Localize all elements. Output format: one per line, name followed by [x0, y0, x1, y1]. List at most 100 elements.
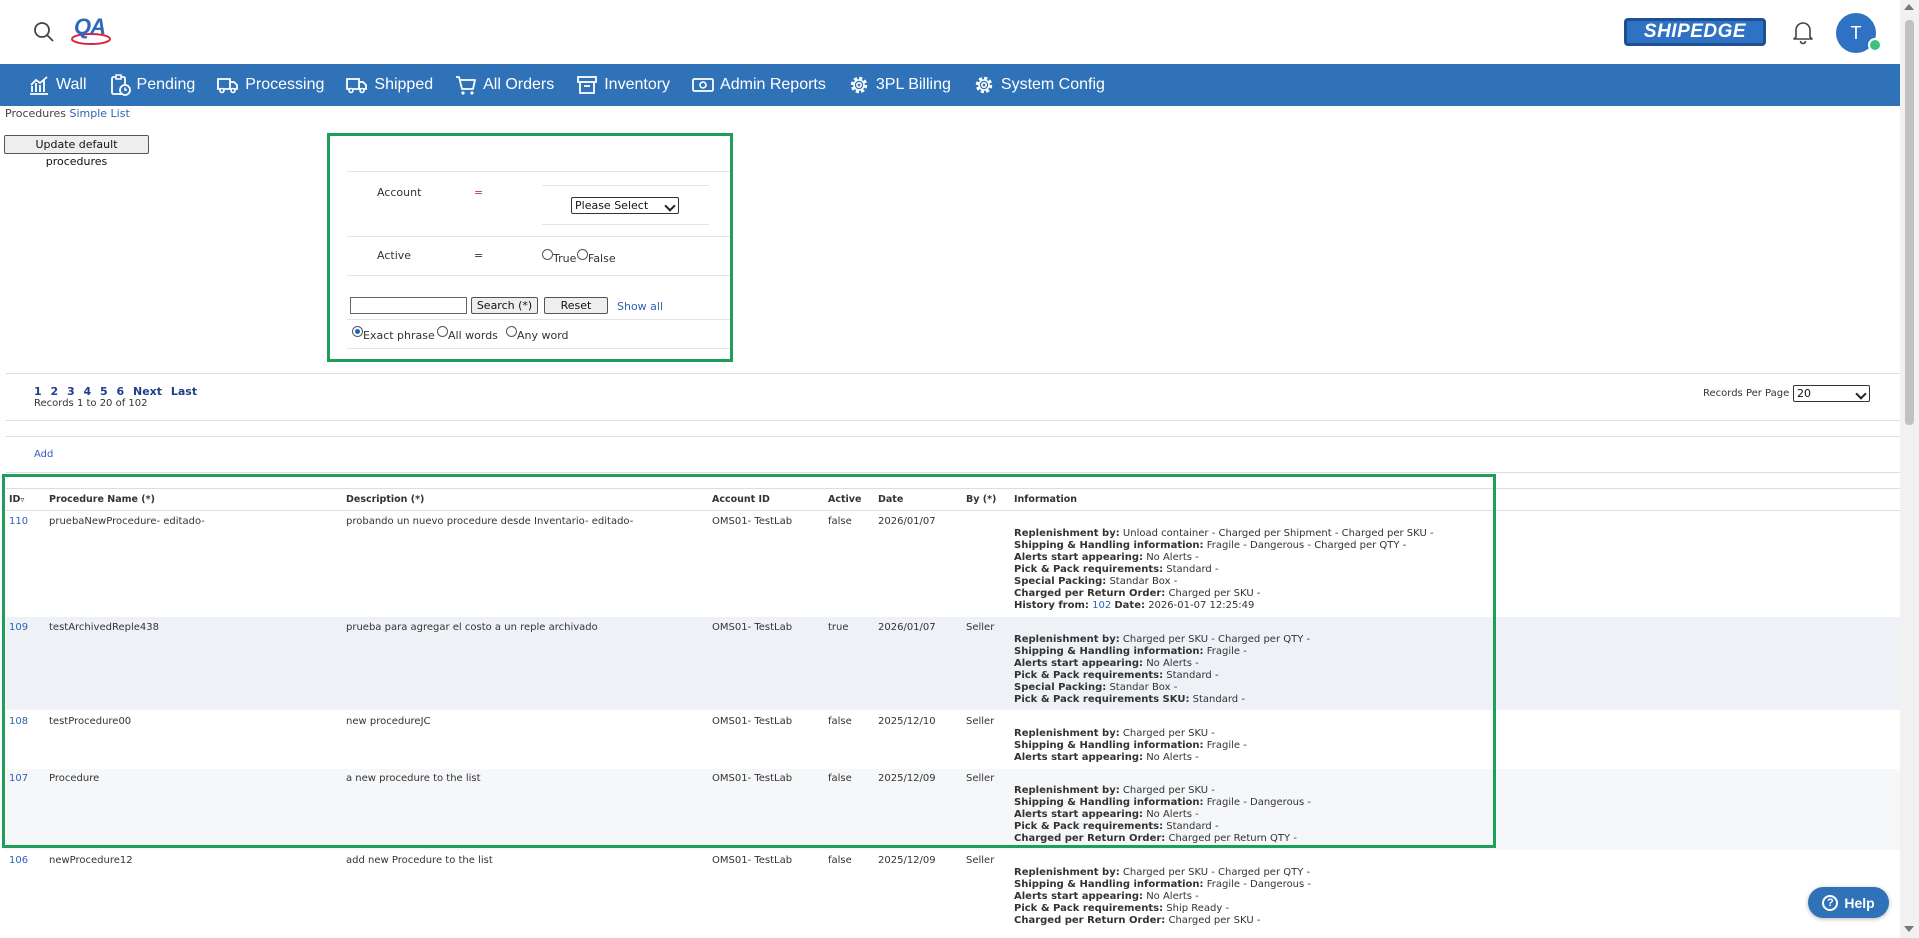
show-all-link[interactable]: Show all	[617, 300, 664, 313]
row-information: Replenishment by: Unload container - Cha…	[1014, 528, 1434, 612]
nav-item-wall[interactable]: Wall	[28, 74, 87, 96]
info-value: Charged per Return QTY -	[1168, 833, 1297, 844]
online-status-dot	[1868, 38, 1882, 52]
column-header-by[interactable]: By (*)	[966, 494, 997, 505]
divider	[6, 373, 1900, 374]
column-header-description[interactable]: Description (*)	[346, 494, 425, 505]
page-scrollbar[interactable]	[1900, 0, 1919, 938]
page-link-6[interactable]: 6	[116, 385, 125, 398]
add-procedure-link[interactable]: Add	[34, 449, 54, 460]
nav-item-all-orders[interactable]: All Orders	[455, 74, 554, 96]
page-link-4[interactable]: 4	[83, 385, 92, 398]
records-per-page-label: Records Per Page	[1703, 388, 1790, 399]
update-default-procedures-button[interactable]: Update default procedures	[4, 135, 149, 168]
nav-item-system-config[interactable]: System Config	[973, 74, 1105, 96]
nav-item-3pl-billing[interactable]: 3PL Billing	[848, 74, 951, 96]
exact-phrase-label: Exact phrase	[363, 329, 435, 342]
nav-item-admin-reports[interactable]: Admin Reports	[692, 74, 826, 96]
next-page-link[interactable]: Next	[133, 385, 163, 398]
scroll-up-arrow-icon[interactable]	[1904, 4, 1914, 10]
page-link-5[interactable]: 5	[100, 385, 108, 398]
pagination: 1 2 3 4 5 6 Next Last	[34, 385, 202, 398]
row-date: 2026/01/07	[878, 516, 936, 527]
row-id-link[interactable]: 110	[9, 516, 29, 527]
table-highlight-box	[2, 474, 1496, 848]
row-date: 2026/01/07	[878, 622, 936, 633]
reset-button[interactable]: Reset	[544, 297, 608, 314]
active-false-label: False	[588, 252, 616, 265]
active-true-radio[interactable]	[542, 249, 553, 260]
breadcrumb: Procedures Simple List	[5, 107, 130, 120]
row-by: Seller	[966, 716, 995, 727]
row-account-id: OMS01- TestLab	[712, 622, 793, 633]
active-false-radio[interactable]	[577, 249, 588, 260]
divider	[542, 224, 709, 225]
help-label: Help	[1844, 894, 1875, 911]
info-key: Special Packing:	[1014, 682, 1107, 693]
column-header-active[interactable]: Active	[828, 494, 862, 505]
info-value: Charged per SKU -	[1168, 915, 1261, 926]
info-value: Standar Box -	[1109, 682, 1178, 693]
row-id-link[interactable]: 107	[9, 773, 29, 784]
info-value: Fragile - Dangerous -	[1206, 879, 1312, 890]
row-active: false	[828, 716, 852, 727]
column-header-date[interactable]: Date	[878, 494, 904, 505]
row-id-link[interactable]: 106	[9, 855, 29, 866]
active-operator: =	[474, 249, 484, 262]
records-count: Records 1 to 20 of 102	[34, 398, 148, 409]
last-page-link[interactable]: Last	[170, 385, 198, 398]
exact-phrase-radio[interactable]	[352, 326, 363, 337]
qa-logo-icon[interactable]	[70, 15, 112, 49]
row-procedure-name: testArchivedReple438	[49, 622, 159, 633]
nav-item-inventory[interactable]: Inventory	[576, 74, 670, 96]
scroll-down-arrow-icon[interactable]	[1904, 926, 1914, 932]
search-input[interactable]	[350, 297, 467, 314]
all-words-radio[interactable]	[437, 326, 448, 337]
search-icon[interactable]	[33, 21, 55, 43]
nav-item-pending[interactable]: Pending	[109, 74, 195, 96]
info-value: Standard -	[1166, 564, 1219, 575]
search-button[interactable]: Search (*)	[471, 297, 538, 314]
row-active: false	[828, 773, 852, 784]
column-header-id[interactable]: ID▿	[9, 494, 24, 505]
page-link-3[interactable]: 3	[67, 385, 75, 398]
gear-icon	[975, 76, 993, 94]
column-header-account-id[interactable]: Account ID	[712, 494, 770, 505]
records-per-page-select[interactable]: 20	[1793, 385, 1870, 402]
row-account-id: OMS01- TestLab	[712, 855, 793, 866]
info-value: No Alerts -	[1146, 552, 1199, 563]
account-label: Account	[377, 186, 422, 199]
column-header-procedure-name[interactable]: Procedure Name (*)	[49, 494, 155, 505]
info-key: Shipping & Handling information:	[1014, 879, 1204, 890]
history-ref-link[interactable]: 102	[1092, 600, 1112, 611]
info-value: No Alerts -	[1146, 752, 1199, 763]
nav-label: Wall	[56, 76, 87, 93]
row-procedure-name: newProcedure12	[49, 855, 133, 866]
all-words-label: All words	[448, 329, 498, 342]
nav-label: Admin Reports	[720, 76, 826, 93]
nav-item-processing[interactable]: Processing	[217, 74, 324, 96]
money-icon	[692, 78, 714, 92]
help-button[interactable]: ? Help	[1808, 887, 1889, 918]
divider	[347, 275, 730, 276]
scrollbar-thumb[interactable]	[1905, 20, 1914, 425]
bell-icon[interactable]	[1791, 19, 1815, 45]
table-row	[6, 851, 1900, 938]
account-select[interactable]: Please Select	[571, 197, 679, 214]
divider	[542, 185, 709, 186]
row-description: prueba para agregar el costo a un reple …	[346, 622, 598, 633]
nav-item-shipped[interactable]: Shipped	[346, 74, 433, 96]
page-link-2[interactable]: 2	[50, 385, 59, 398]
info-value: Charged per SKU -	[1122, 785, 1215, 796]
row-information: Replenishment by: Charged per SKU - Ship…	[1014, 785, 1311, 845]
page-link-1[interactable]: 1	[34, 385, 42, 398]
row-id-link[interactable]: 108	[9, 716, 29, 727]
column-header-label: ID	[9, 494, 21, 505]
breadcrumb-view-link[interactable]: Simple List	[69, 107, 130, 120]
truck-icon	[346, 78, 368, 94]
row-procedure-name: Procedure	[49, 773, 100, 784]
row-id-link[interactable]: 109	[9, 622, 29, 633]
divider	[6, 420, 1900, 421]
nav-label: All Orders	[483, 76, 555, 93]
any-word-radio[interactable]	[506, 326, 517, 337]
